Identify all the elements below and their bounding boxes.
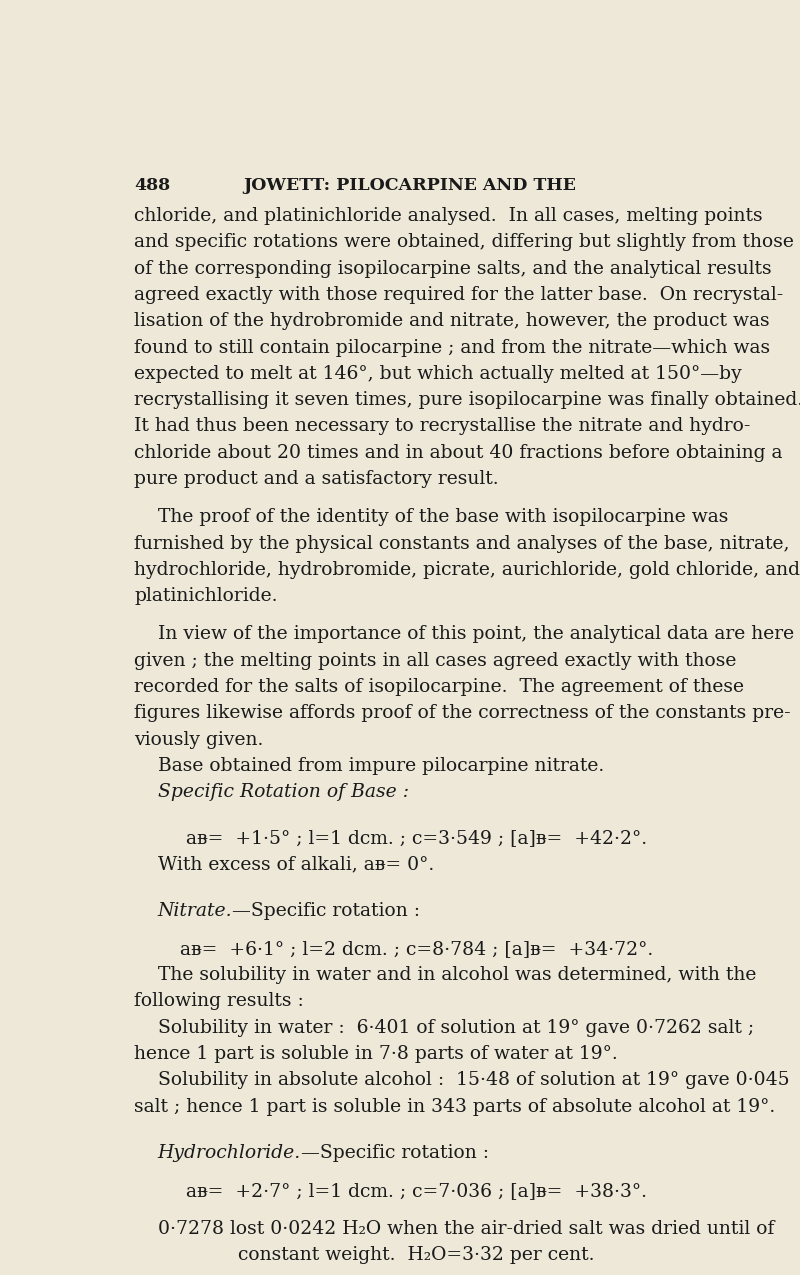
Text: following results :: following results : — [134, 992, 304, 1010]
Text: Solubility in water :  6·401 of solution at 19° gave 0·7262 salt ;: Solubility in water : 6·401 of solution … — [134, 1019, 754, 1037]
Text: figures likewise affords proof of the correctness of the constants pre-: figures likewise affords proof of the co… — [134, 704, 790, 722]
Text: 488: 488 — [134, 177, 170, 194]
Text: given ; the melting points in all cases agreed exactly with those: given ; the melting points in all cases … — [134, 652, 737, 669]
Text: JOWETT: PILOCARPINE AND THE: JOWETT: PILOCARPINE AND THE — [243, 177, 577, 194]
Text: recrystallising it seven times, pure isopilocarpine was finally obtained.: recrystallising it seven times, pure iso… — [134, 391, 800, 409]
Text: furnished by the physical constants and analyses of the base, nitrate,: furnished by the physical constants and … — [134, 534, 790, 552]
Text: Hydrochloride.: Hydrochloride. — [158, 1144, 301, 1162]
Text: found to still contain pilocarpine ; and from the nitrate—which was: found to still contain pilocarpine ; and… — [134, 339, 770, 357]
Text: pure product and a satisfactory result.: pure product and a satisfactory result. — [134, 470, 498, 488]
Text: expected to melt at 146°, but which actually melted at 150°—by: expected to melt at 146°, but which actu… — [134, 365, 742, 382]
Text: Base obtained from impure pilocarpine nitrate.: Base obtained from impure pilocarpine ni… — [134, 757, 604, 775]
Text: viously given.: viously given. — [134, 731, 263, 748]
Text: —Specific rotation :: —Specific rotation : — [301, 1144, 489, 1162]
Text: recorded for the salts of isopilocarpine.  The agreement of these: recorded for the salts of isopilocarpine… — [134, 678, 744, 696]
Text: The solubility in water and in alcohol was determined, with the: The solubility in water and in alcohol w… — [134, 966, 757, 984]
Text: chloride about 20 times and in about 40 fractions before obtaining a: chloride about 20 times and in about 40 … — [134, 444, 782, 462]
Text: aᴃ=  +2·7° ; l=1 dcm. ; c=7·036 ; [a]ᴃ=  +38·3°.: aᴃ= +2·7° ; l=1 dcm. ; c=7·036 ; [a]ᴃ= +… — [186, 1182, 646, 1200]
Text: of the corresponding isopilocarpine salts, and the analytical results: of the corresponding isopilocarpine salt… — [134, 260, 772, 278]
Text: With excess of alkali, aᴃ= 0°.: With excess of alkali, aᴃ= 0°. — [134, 856, 434, 873]
Text: chloride, and platinichloride analysed.  In all cases, melting points: chloride, and platinichloride analysed. … — [134, 207, 762, 224]
Text: 0·7278 lost 0·0242 H₂O when the air-dried salt was dried until of: 0·7278 lost 0·0242 H₂O when the air-drie… — [134, 1220, 774, 1238]
Text: salt ; hence 1 part is soluble in 343 parts of absolute alcohol at 19°.: salt ; hence 1 part is soluble in 343 pa… — [134, 1098, 775, 1116]
Text: hydrochloride, hydrobromide, picrate, aurichloride, gold chloride, and: hydrochloride, hydrobromide, picrate, au… — [134, 561, 800, 579]
Text: aᴃ=  +1·5° ; l=1 dcm. ; c=3·549 ; [a]ᴃ=  +42·2°.: aᴃ= +1·5° ; l=1 dcm. ; c=3·549 ; [a]ᴃ= +… — [186, 829, 646, 848]
Text: It had thus been necessary to recrystallise the nitrate and hydro-: It had thus been necessary to recrystall… — [134, 417, 750, 436]
Text: aᴃ=  +6·1° ; l=2 dcm. ; c=8·784 ; [a]ᴃ=  +34·72°.: aᴃ= +6·1° ; l=2 dcm. ; c=8·784 ; [a]ᴃ= +… — [179, 940, 653, 958]
Text: and specific rotations were obtained, differing but slightly from those: and specific rotations were obtained, di… — [134, 233, 794, 251]
Text: The proof of the identity of the base with isopilocarpine was: The proof of the identity of the base wi… — [134, 509, 729, 527]
Text: lisation of the hydrobromide and nitrate, however, the product was: lisation of the hydrobromide and nitrate… — [134, 312, 770, 330]
Text: In view of the importance of this point, the analytical data are here: In view of the importance of this point,… — [134, 625, 794, 644]
Text: platinichloride.: platinichloride. — [134, 588, 278, 606]
Text: Nitrate.: Nitrate. — [158, 901, 232, 919]
Text: hence 1 part is soluble in 7·8 parts of water at 19°.: hence 1 part is soluble in 7·8 parts of … — [134, 1046, 618, 1063]
Text: Specific Rotation of Base :: Specific Rotation of Base : — [158, 783, 409, 801]
Text: constant weight.  H₂O=3·32 per cent.: constant weight. H₂O=3·32 per cent. — [238, 1246, 594, 1265]
Text: agreed exactly with those required for the latter base.  On recrystal-: agreed exactly with those required for t… — [134, 286, 783, 303]
Text: Solubility in absolute alcohol :  15·48 of solution at 19° gave 0·045: Solubility in absolute alcohol : 15·48 o… — [134, 1071, 790, 1089]
Text: —Specific rotation :: —Specific rotation : — [232, 901, 420, 919]
